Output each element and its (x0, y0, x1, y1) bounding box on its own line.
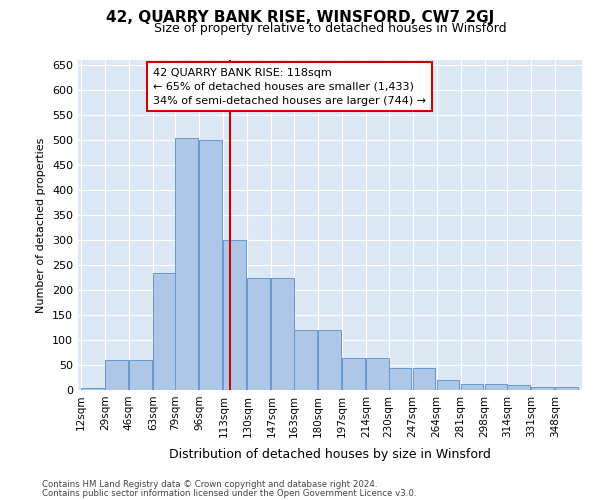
Bar (153, 272, 176, 390)
Bar (531, 386, 554, 390)
Y-axis label: Number of detached properties: Number of detached properties (37, 138, 46, 312)
Text: 42 QUARRY BANK RISE: 118sqm
← 65% of detached houses are smaller (1,433)
34% of : 42 QUARRY BANK RISE: 118sqm ← 65% of det… (153, 68, 426, 106)
Bar (413, 368, 436, 390)
Bar (555, 386, 578, 390)
Bar (507, 385, 530, 390)
X-axis label: Distribution of detached houses by size in Winsford: Distribution of detached houses by size … (169, 448, 491, 461)
Bar (366, 358, 389, 390)
Bar (485, 384, 508, 390)
Bar (271, 278, 294, 390)
Text: Contains public sector information licensed under the Open Government Licence v3: Contains public sector information licen… (42, 489, 416, 498)
Bar (199, 140, 222, 390)
Text: 42, QUARRY BANK RISE, WINSFORD, CW7 2GJ: 42, QUARRY BANK RISE, WINSFORD, CW7 2GJ (106, 10, 494, 25)
Bar (129, 360, 152, 390)
Title: Size of property relative to detached houses in Winsford: Size of property relative to detached ho… (154, 22, 506, 35)
Bar (342, 358, 365, 390)
Bar (81, 388, 104, 390)
Bar (175, 138, 198, 390)
Bar (437, 380, 460, 390)
Bar (318, 330, 341, 390)
Bar (389, 368, 412, 390)
Bar (294, 330, 317, 390)
Bar (461, 384, 484, 390)
Text: Contains HM Land Registry data © Crown copyright and database right 2024.: Contains HM Land Registry data © Crown c… (42, 480, 377, 489)
Bar (105, 360, 128, 390)
Bar (247, 278, 270, 390)
Bar (223, 240, 246, 390)
